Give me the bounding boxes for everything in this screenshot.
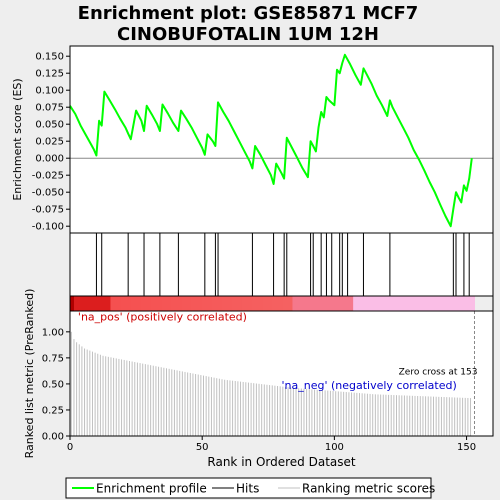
gradient-segment [201, 296, 213, 311]
gradient-segment [80, 296, 91, 311]
gradient-segment [70, 296, 74, 311]
metric-ytick-label: 0.25 [42, 405, 64, 416]
gradient-segment [353, 296, 364, 311]
gradient-segment [140, 296, 152, 311]
gradient-segment [70, 296, 81, 311]
gradient-segment [90, 296, 101, 311]
metric-ytick-label: 0.75 [42, 353, 64, 364]
gradient-segment [292, 296, 304, 311]
gradient-segment [272, 296, 283, 311]
metric-y-axis-label: Ranked list metric (PreRanked) [23, 289, 36, 459]
hits-plot-area [69, 232, 494, 297]
gradient-segment [150, 296, 162, 311]
gradient-segment [302, 296, 314, 311]
legend-label: Hits [236, 482, 259, 496]
xtick-label: 0 [67, 442, 73, 453]
legend-label: Ranking metric scores [302, 482, 435, 496]
gradient-segment [454, 296, 465, 311]
gradient-segment [211, 296, 223, 311]
gradient-segment [444, 296, 455, 311]
gradient-segment [373, 296, 384, 311]
gradient-segment [393, 296, 405, 311]
gradient-label-positive: 'na_pos' (positively correlated) [78, 310, 247, 323]
hits-panel [69, 232, 494, 297]
es-ytick-label: -0.100 [32, 222, 64, 233]
es-ytick-label: 0.000 [35, 154, 64, 165]
chart-title-line2: CINOBUFOTALIN 1UM 12H [117, 24, 379, 45]
es-ytick-label: 0.025 [35, 137, 64, 148]
legend: Enrichment profile Hits Ranking metric sco… [65, 477, 435, 499]
gradient-segment [130, 296, 142, 311]
es-ytick-label: 0.075 [35, 103, 64, 114]
xtick-label: 150 [457, 442, 476, 453]
metric-panel: Zero cross at 153 'na_pos' (positively co… [23, 289, 494, 469]
es-ytick-label: 0.100 [35, 86, 64, 97]
enrichment-profile-line [69, 53, 473, 228]
gradient-segment [312, 296, 324, 311]
gradient-segment [191, 296, 202, 311]
chart-title-line1: Enrichment plot: GSE85871 MCF7 [78, 3, 419, 24]
es-ytick-label: -0.050 [32, 188, 64, 199]
gradient-segment [252, 296, 263, 311]
gradient-segment [282, 296, 293, 311]
gradient-segment [171, 296, 182, 311]
gradient-segment [241, 296, 253, 311]
gradient-segment [343, 296, 354, 311]
gradient-segment [110, 296, 122, 311]
gradient-segment [434, 296, 445, 311]
gradient-segment [161, 296, 172, 311]
gradient-bar [69, 295, 494, 312]
gradient-segment [181, 296, 192, 311]
legend-label: Enrichment profile [96, 482, 207, 496]
xtick-label: 100 [325, 442, 344, 453]
gradient-segment [120, 296, 132, 311]
gradient-label-negative: 'na_neg' (negatively correlated) [282, 379, 457, 392]
metric-ytick-label: 1.00 [42, 327, 64, 338]
metric-plot-frame [69, 310, 494, 437]
gradient-segment [423, 296, 435, 311]
xtick-label: 50 [196, 442, 209, 453]
x-axis-label: Rank in Ordered Dataset [207, 455, 355, 469]
es-plot-area [70, 46, 493, 233]
gradient-segment [322, 296, 334, 311]
es-ytick-label: 0.150 [35, 52, 64, 63]
legend-box [65, 477, 432, 499]
gradient-segment [403, 296, 415, 311]
es-ytick-label: 0.050 [35, 120, 64, 131]
gradient-segment [383, 296, 395, 311]
es-ytick-label: -0.025 [32, 171, 64, 182]
metric-ytick-label: 0.50 [42, 379, 64, 390]
gradient-segment [262, 296, 273, 311]
es-ytick-label: 0.125 [35, 69, 64, 80]
metric-ytick-label: 0.00 [42, 432, 64, 443]
gradient-segment [332, 296, 344, 311]
es-ytick-label: -0.075 [32, 205, 64, 216]
gradient-segment [100, 296, 111, 311]
es-panel: -0.100 -0.075 -0.050 -0.025 0.000 0.025 0.050 0… [11, 45, 494, 234]
gradient-segment [231, 296, 243, 311]
zero-cross-label: Zero cross at 153 [399, 368, 478, 378]
gradient-segment [464, 296, 475, 311]
gradient-segment [221, 296, 233, 311]
es-y-axis-label: Enrichment score (ES) [11, 78, 24, 200]
gradient-segment [413, 296, 425, 311]
gradient-segment [363, 296, 374, 311]
